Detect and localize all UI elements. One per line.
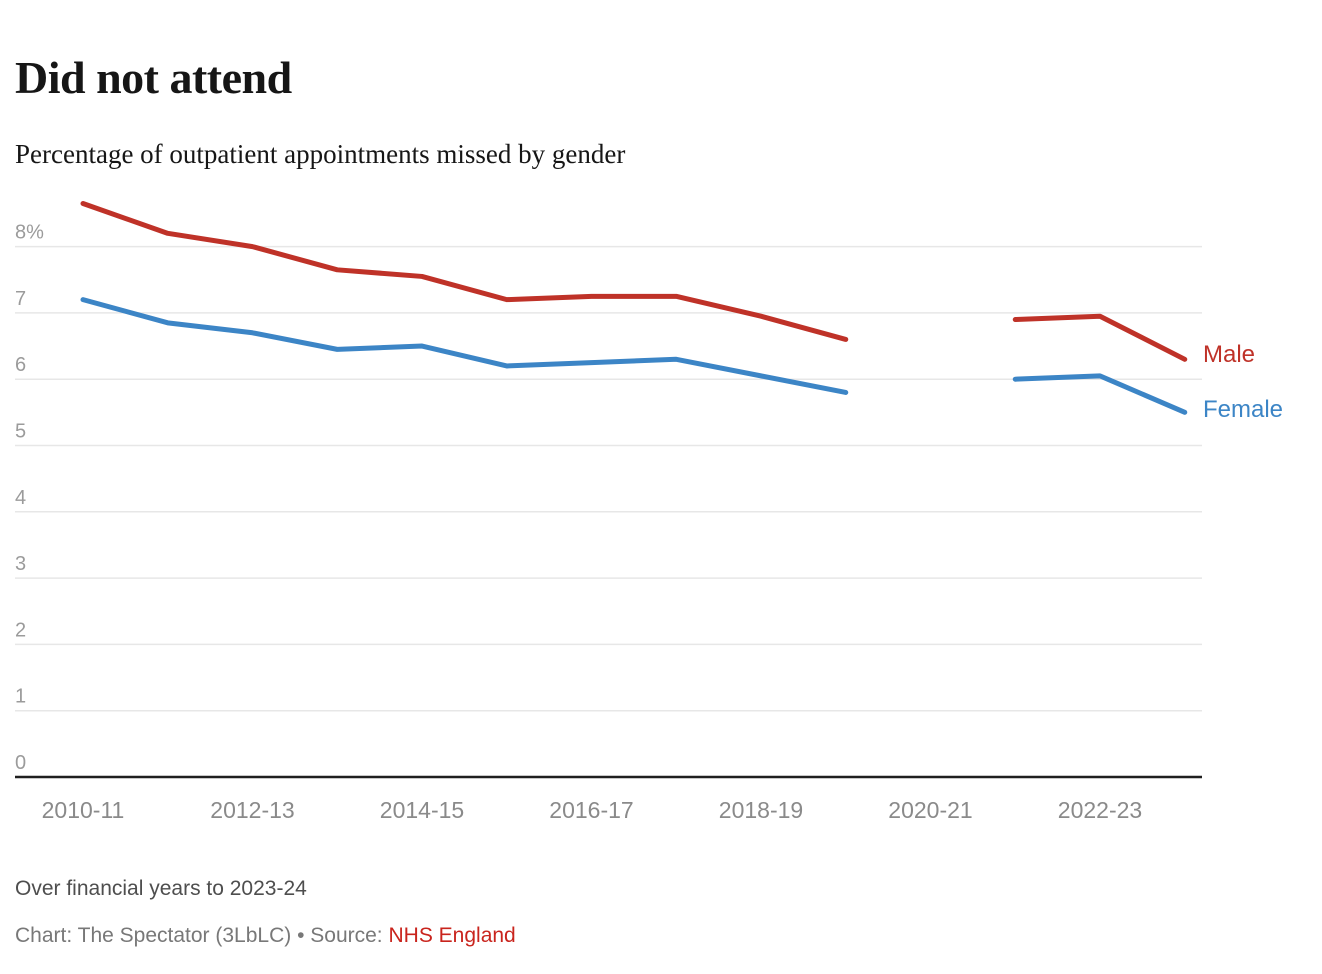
- y-axis-tick-label: 2: [15, 619, 26, 641]
- page-title: Did not attend: [15, 51, 292, 103]
- y-axis-tick-label: 1: [15, 686, 26, 708]
- x-axis-tick-label: 2014-15: [380, 797, 464, 823]
- x-axis-tick-label: 2012-13: [210, 797, 294, 823]
- source-link[interactable]: NHS England: [388, 924, 516, 947]
- x-axis-tick-label: 2018-19: [719, 797, 803, 823]
- male-series-line: [1012, 313, 1188, 362]
- credit-text: Chart: The Spectator (3LbLC) • Source:: [15, 924, 389, 947]
- y-axis-tick-label: 5: [15, 421, 26, 443]
- x-axis-tick-label: 2016-17: [549, 797, 633, 823]
- male-series-line: [80, 201, 849, 342]
- y-axis-tick-label: 6: [15, 354, 26, 376]
- footer-credit: Chart: The Spectator (3LbLC) • Source: N…: [15, 924, 516, 948]
- line-chart: 0 1 2 3 4 5 6 7 8% 2010-11 2012-13 2014-15 2016-17 20…: [15, 201, 1202, 823]
- female-series-line: [1012, 373, 1188, 415]
- female-series-line: [80, 297, 849, 395]
- footer-note: Over financial years to 2023-24: [15, 877, 307, 900]
- y-axis-tick-label: 0: [15, 752, 26, 774]
- page-subtitle: Percentage of outpatient appointments mi…: [15, 139, 626, 169]
- x-axis-tick-label: 2010-11: [42, 797, 125, 823]
- male-series-label: Male: [1203, 341, 1256, 368]
- y-axis-tick-label: 8%: [15, 222, 44, 244]
- female-series-label: Female: [1203, 396, 1284, 423]
- x-axis-tick-label: 2022-23: [1058, 797, 1142, 823]
- y-axis-tick-label: 7: [15, 288, 26, 310]
- x-axis-tick-label: 2020-21: [888, 797, 972, 823]
- y-axis-tick-label: 3: [15, 553, 26, 575]
- y-axis-tick-label: 4: [15, 487, 26, 509]
